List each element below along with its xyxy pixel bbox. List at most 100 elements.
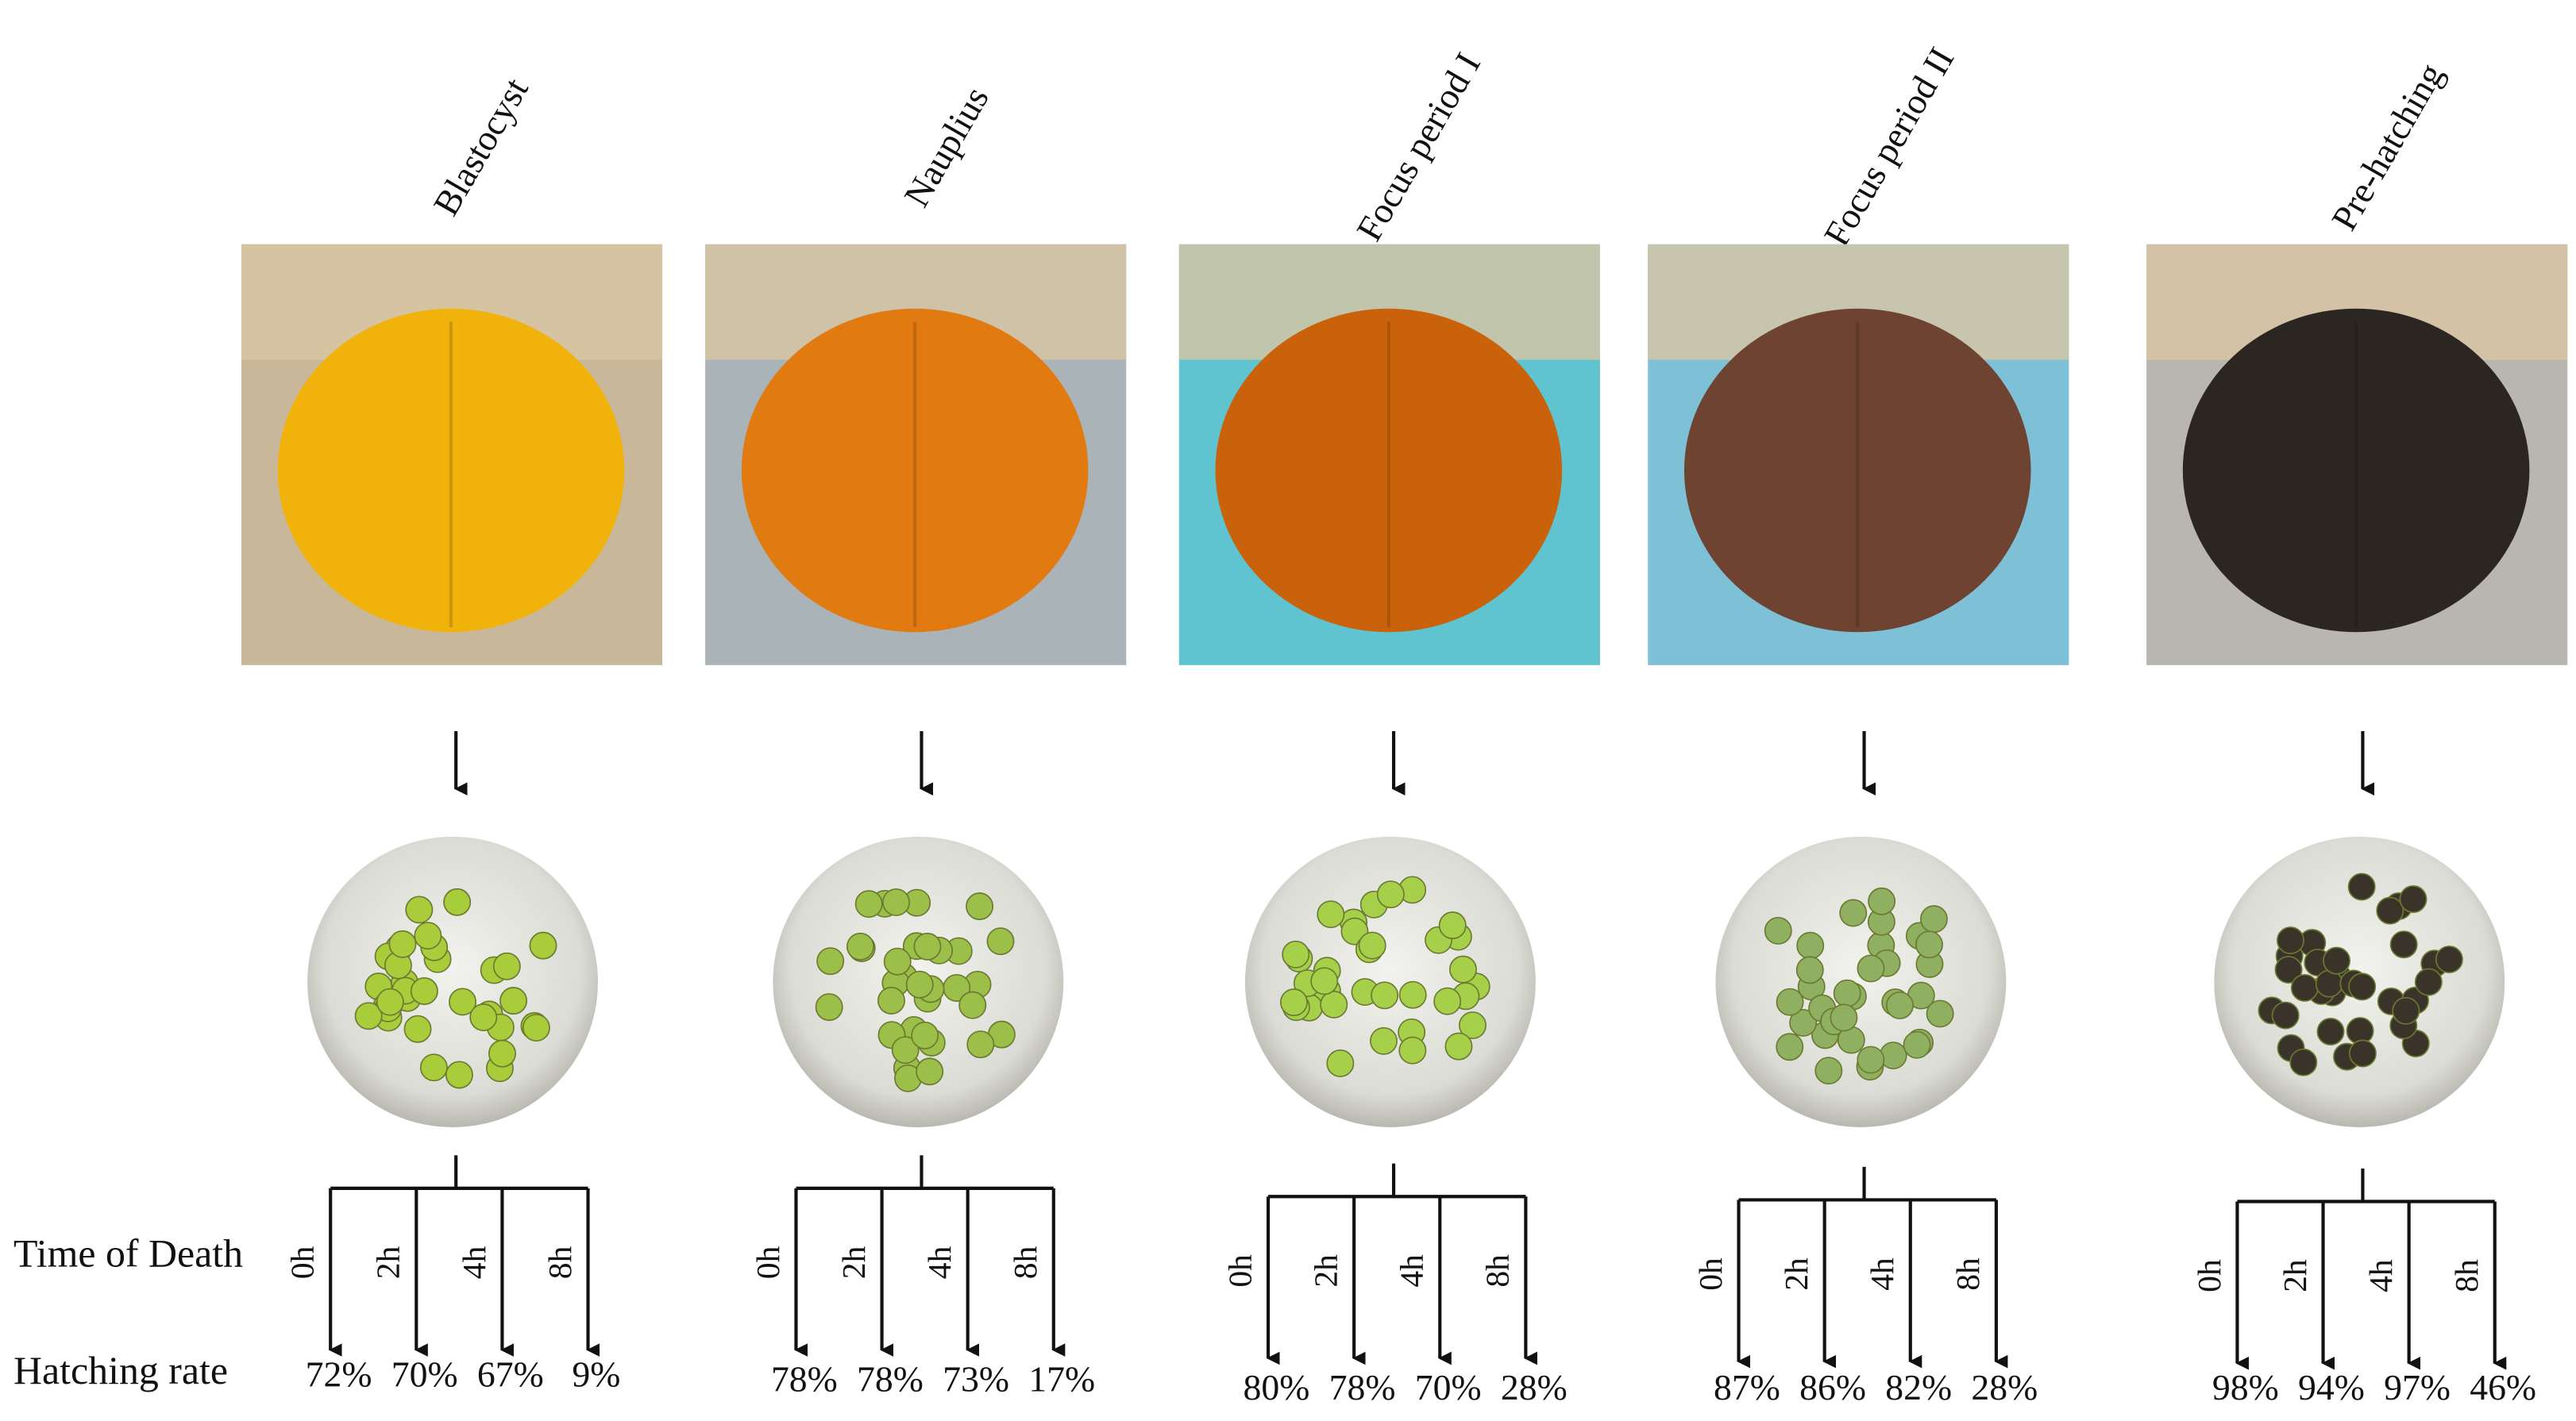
rate-label: 70%	[391, 1354, 458, 1394]
egg	[443, 888, 472, 916]
micro-view	[1715, 837, 2007, 1127]
egg	[469, 1003, 498, 1031]
time-label: 0h	[284, 1246, 321, 1279]
egg	[2348, 1039, 2377, 1068]
rate-label: 86%	[1799, 1367, 1866, 1408]
time-label: 8h	[542, 1246, 578, 1279]
egg	[405, 895, 434, 924]
egg	[2276, 926, 2304, 955]
rate-label: 78%	[771, 1359, 838, 1400]
egg	[1444, 1032, 1473, 1061]
egg-mass	[277, 308, 625, 633]
egg	[1903, 1030, 1931, 1059]
rate-label: 78%	[857, 1359, 924, 1400]
time-label: 8h	[1479, 1254, 1516, 1288]
egg	[1371, 981, 1399, 1010]
time-label: 8h	[2448, 1259, 2485, 1292]
egg	[1326, 1049, 1355, 1077]
egg	[2392, 996, 2420, 1025]
egg	[2435, 945, 2463, 974]
egg	[1282, 940, 1310, 969]
egg	[1398, 980, 1427, 1009]
time-label: 0h	[1692, 1257, 1729, 1291]
egg	[1789, 1008, 1818, 1037]
stage-title: Focus period II	[1816, 40, 1962, 252]
rate-label: 82%	[1885, 1367, 1952, 1408]
egg	[815, 993, 843, 1022]
egg-mass	[1215, 308, 1563, 633]
egg	[1795, 956, 1824, 984]
egg	[2316, 1018, 2345, 1046]
egg-mass	[741, 308, 1089, 633]
time-label: 0h	[1221, 1254, 1258, 1288]
egg	[2271, 1001, 2300, 1030]
egg	[522, 1014, 550, 1042]
time-label: 4h	[2362, 1259, 2399, 1292]
egg	[854, 890, 883, 918]
time-label: 2h	[2277, 1259, 2313, 1292]
egg	[388, 930, 417, 958]
egg-mass	[2182, 308, 2530, 633]
egg	[1310, 967, 1339, 995]
time-label: 4h	[1394, 1254, 1430, 1288]
egg-mass	[1683, 308, 2031, 633]
egg	[410, 977, 438, 1005]
rate-label: 80%	[1244, 1367, 1310, 1408]
egg	[2348, 972, 2377, 1001]
egg	[846, 932, 874, 961]
egg	[1885, 992, 1914, 1019]
rate-label: 70%	[1415, 1367, 1482, 1408]
egg	[2347, 872, 2376, 901]
rate-label: 94%	[2298, 1367, 2365, 1408]
rate-label: 78%	[1329, 1367, 1396, 1408]
micro-view	[1244, 837, 1536, 1127]
micro-view	[307, 837, 598, 1127]
egg	[1776, 1033, 1804, 1061]
egg	[1764, 916, 1792, 945]
stage-title: Blastocyst	[425, 71, 536, 222]
rate-label: 72%	[306, 1354, 372, 1394]
rate-label: 28%	[1971, 1367, 2038, 1408]
egg	[1776, 988, 1804, 1016]
egg	[1919, 905, 1948, 934]
egg	[449, 988, 476, 1016]
egg	[1317, 900, 1345, 929]
egg	[1320, 990, 1348, 1019]
egg	[2376, 896, 2404, 925]
time-label: 2h	[835, 1246, 872, 1279]
time-label: 8h	[1007, 1246, 1043, 1279]
egg	[414, 922, 442, 950]
egg	[986, 927, 1015, 956]
egg	[1448, 955, 1477, 984]
egg	[958, 991, 987, 1019]
egg	[1438, 911, 1467, 940]
time-label: 4h	[456, 1246, 492, 1279]
egg	[2414, 968, 2443, 996]
egg	[419, 1053, 448, 1082]
egg	[1915, 930, 1943, 959]
egg	[916, 1057, 944, 1086]
stage-title: Pre-hatching	[2323, 56, 2451, 237]
rate-label: 73%	[943, 1359, 1009, 1400]
egg	[1833, 979, 1861, 1007]
egg	[492, 952, 521, 980]
egg	[376, 988, 404, 1016]
egg	[1926, 999, 1954, 1028]
time-label: 2h	[1778, 1257, 1814, 1291]
row-label: Time of Death	[13, 1232, 243, 1276]
row-label: Hatching rate	[13, 1349, 228, 1392]
egg	[2323, 946, 2350, 975]
egg	[891, 1036, 920, 1065]
rate-label: 67%	[477, 1354, 544, 1394]
egg	[2289, 1048, 2318, 1076]
rate-label: 87%	[1714, 1367, 1780, 1408]
time-label: 2h	[1308, 1254, 1344, 1288]
stage-title: Nauplius	[896, 79, 997, 213]
egg	[2290, 973, 2319, 1002]
egg	[2399, 885, 2428, 914]
egg	[1398, 1036, 1427, 1065]
rate-label: 17%	[1028, 1359, 1095, 1400]
egg	[1796, 931, 1825, 960]
